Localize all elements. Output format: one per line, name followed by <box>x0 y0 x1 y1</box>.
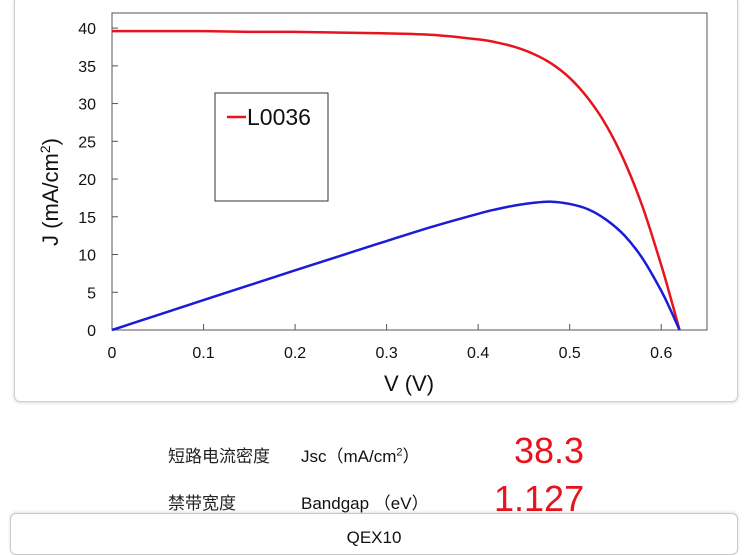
jsc-value: 38.3 <box>514 430 585 471</box>
y-tick-label: 25 <box>78 134 96 151</box>
y-tick-label: 40 <box>78 21 96 38</box>
jsc-row: 短路电流密度 Jsc（mA/cm2） 38.3 <box>0 430 750 471</box>
legend-label: L0036 <box>247 104 311 130</box>
legend: L0036 <box>214 92 329 202</box>
jsc-label-en-sup: 2 <box>396 446 403 459</box>
bandgap-label-cn: 禁带宽度 <box>168 494 236 514</box>
jsc-label-cn: 短路电流密度 <box>168 447 270 467</box>
x-tick-label: 0.4 <box>467 345 489 362</box>
x-tick-label: 0.3 <box>375 345 397 362</box>
series-line-power <box>111 200 681 332</box>
x-tick-label: 0.5 <box>559 345 581 362</box>
y-axis-ticks: 0 5 10 15 20 25 30 35 40 <box>78 21 118 340</box>
series-layer <box>111 29 681 332</box>
bottom-tab-bar[interactable]: QEX10 <box>10 513 738 555</box>
series-line-jv <box>112 29 681 331</box>
jsc-label-en-tail: ） <box>402 447 420 466</box>
y-tick-label: 35 <box>78 59 96 76</box>
plot-area <box>111 12 708 331</box>
y-tick-label: 0 <box>87 323 96 340</box>
x-tick-label: 0.1 <box>192 345 214 362</box>
bottom-tab-label: QEX10 <box>346 528 402 547</box>
y-tick-label: 5 <box>87 285 96 302</box>
jv-chart: 0 5 10 15 20 25 30 35 40 0 0.1 0.2 0.3 0.4 0.5 0.6 L00… <box>37 12 708 396</box>
y-tick-label: 15 <box>78 210 96 227</box>
x-axis-ticks: 0 0.1 0.2 0.3 0.4 0.5 0.6 <box>108 324 672 362</box>
legend-box <box>214 92 329 202</box>
y-tick-label: 10 <box>78 248 96 265</box>
x-tick-label: 0.6 <box>650 345 672 362</box>
y-tick-label: 20 <box>78 172 96 189</box>
jsc-label-en-main: Jsc（mA/cm <box>301 447 397 466</box>
y-axis-title-sup: 2 <box>37 145 53 153</box>
y-axis-title: J (mA/cm2) <box>37 138 63 246</box>
bandgap-row: 禁带宽度 Bandgap （eV） 1.127 <box>0 478 750 519</box>
x-axis-title: V (V) <box>384 371 434 396</box>
y-axis-title-main: J (mA/cm <box>38 153 63 246</box>
x-tick-label: 0 <box>108 345 117 362</box>
x-tick-label: 0.2 <box>284 345 306 362</box>
bandgap-value: 1.127 <box>494 478 585 519</box>
y-tick-label: 30 <box>78 97 96 114</box>
jsc-label-en: Jsc（mA/cm2） <box>301 442 420 467</box>
y-axis-title-tail: ) <box>38 138 63 145</box>
chart-panel: 0 5 10 15 20 25 30 35 40 0 0.1 0.2 0.3 0.4 0.5 0.6 L00… <box>14 0 738 402</box>
bandgap-label-en: Bandgap （eV） <box>301 494 429 513</box>
